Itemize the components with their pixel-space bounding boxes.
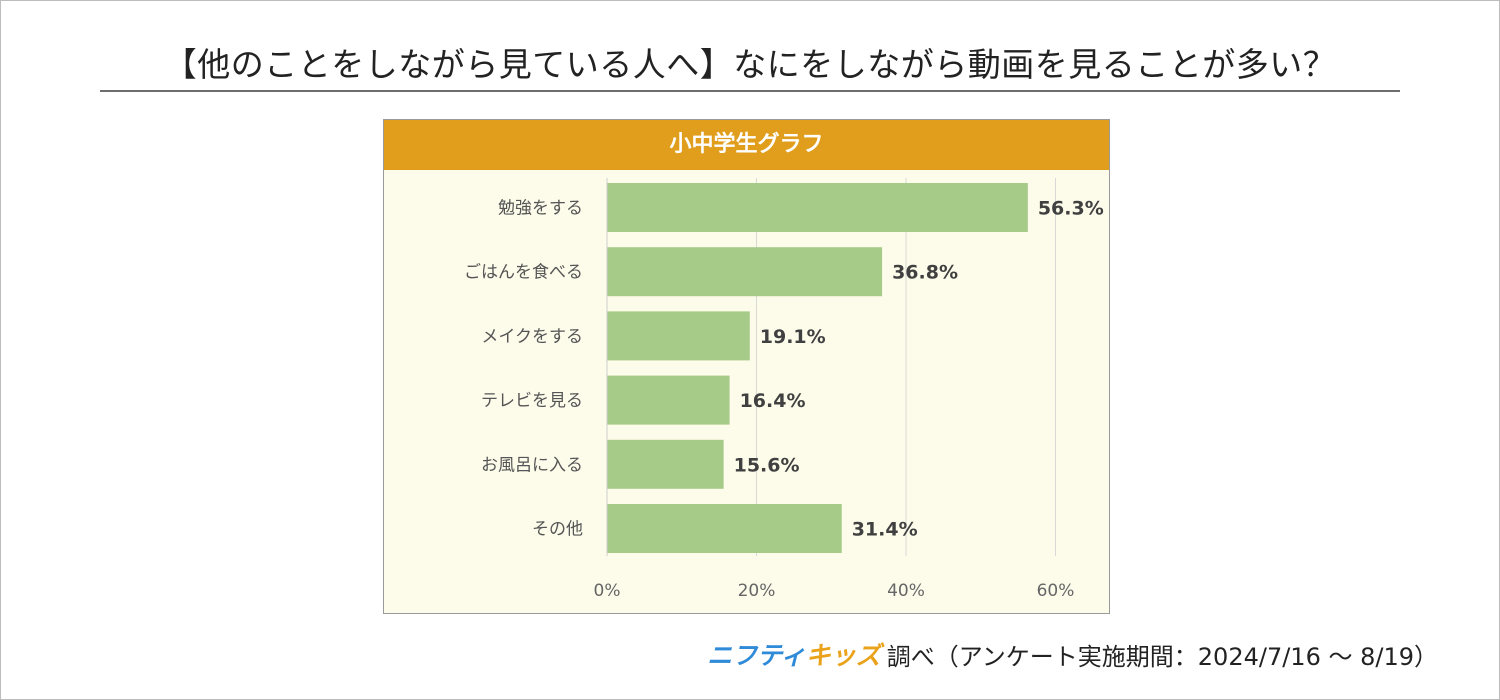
x-tick-label-20: 20% <box>738 581 776 601</box>
survey-note: 調べ（アンケート実施期間：2024/7/16 ～ 8/19） <box>886 642 1438 671</box>
chart-header: 小中学生グラフ <box>384 120 1109 170</box>
nifty-kids-logo: ニフティ キッズ <box>707 636 881 672</box>
value-label-1: 36.8% <box>892 262 958 284</box>
page-title: 【他のことをしながら見ている人へ】なにをしながら動画を見ることが多い？ <box>163 45 1337 84</box>
x-tick-label-60: 60% <box>1037 581 1075 601</box>
category-label-0: 勉強をする <box>498 199 583 219</box>
bar-2 <box>607 311 750 361</box>
bar-0 <box>607 183 1028 232</box>
bar-4 <box>607 439 724 489</box>
value-label-5: 31.4% <box>852 519 918 541</box>
value-label-2: 19.1% <box>760 326 826 348</box>
bar-3 <box>607 375 730 425</box>
category-label-4: お風呂に入る <box>481 455 583 475</box>
category-label-1: ごはんを食べる <box>464 263 583 283</box>
logo-part-1: ニフティ <box>707 641 806 670</box>
value-label-0: 56.3% <box>1038 198 1104 220</box>
x-tick-label-0: 0% <box>594 581 621 601</box>
category-label-2: メイクをする <box>481 327 583 347</box>
value-label-3: 16.4% <box>740 390 806 412</box>
category-label-3: テレビを見る <box>481 391 583 411</box>
category-label-5: その他 <box>532 520 583 540</box>
bar-1 <box>607 247 883 297</box>
chart-panel: 小中学生グラフ 勉強をする 56.3% ごはんを食べる 36.8% メイクをする 19.1… <box>383 119 1110 614</box>
bar-5 <box>607 504 842 553</box>
title-divider <box>100 90 1400 92</box>
bar-chart: 勉強をする 56.3% ごはんを食べる 36.8% メイクをする 19.1% テレビを見る 1… <box>464 178 1104 601</box>
footer-source: ニフティ キッズ 調べ（アンケート実施期間：2024/7/16 ～ 8/19） <box>707 636 1438 672</box>
value-label-4: 15.6% <box>734 454 800 476</box>
logo-part-2: キッズ <box>805 641 881 670</box>
x-tick-label-40: 40% <box>887 581 925 601</box>
